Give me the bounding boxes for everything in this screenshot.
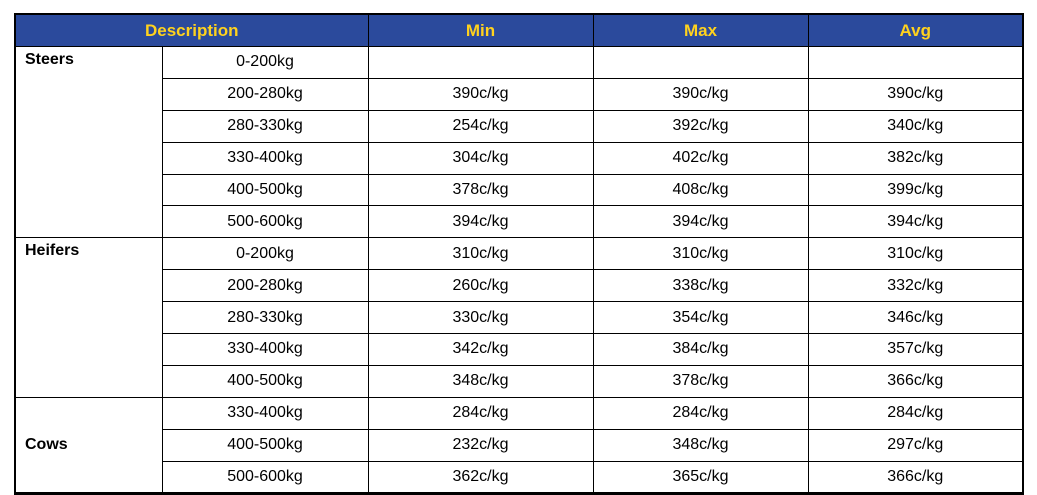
weight-cell: 200-280kg	[161, 269, 369, 303]
weight-cell: 330-400kg	[161, 396, 369, 430]
weight-cell: 330-400kg	[161, 333, 369, 366]
avg-cell: 357c/kg	[807, 333, 1024, 366]
weight-cell: 0-200kg	[161, 46, 369, 79]
max-cell: 338c/kg	[592, 269, 809, 303]
min-cell: 254c/kg	[367, 109, 594, 143]
category-cell-heifers: Heifers	[14, 237, 163, 398]
table-row: 400-500kg 378c/kg 408c/kg 399c/kg	[15, 173, 1024, 207]
avg-cell: 390c/kg	[807, 77, 1024, 111]
weight-cell: 0-200kg	[161, 237, 369, 271]
avg-cell: 346c/kg	[807, 301, 1024, 335]
max-cell: 384c/kg	[592, 333, 809, 366]
category-cell-cows: Cows	[14, 396, 163, 495]
weight-cell: 400-500kg	[161, 364, 369, 398]
min-cell: 310c/kg	[367, 237, 594, 271]
max-cell: 354c/kg	[592, 301, 809, 335]
table-row: 200-280kg 260c/kg 338c/kg 332c/kg	[15, 269, 1024, 303]
avg-cell: 366c/kg	[807, 364, 1024, 398]
avg-cell: 366c/kg	[807, 460, 1024, 495]
min-cell: 362c/kg	[367, 460, 594, 495]
table-body: Steers 0-200kg 200-280kg 390c/kg 390c/kg…	[14, 45, 1024, 495]
avg-cell: 399c/kg	[807, 173, 1024, 207]
max-cell: 365c/kg	[592, 460, 809, 495]
table-row: 400-500kg 348c/kg 378c/kg 366c/kg	[15, 364, 1024, 398]
weight-cell: 280-330kg	[161, 301, 369, 335]
min-cell: 390c/kg	[367, 77, 594, 111]
table-row: 200-280kg 390c/kg 390c/kg 390c/kg	[15, 77, 1024, 111]
min-cell: 284c/kg	[367, 396, 594, 430]
header-min: Min	[367, 13, 594, 47]
header-avg: Avg	[807, 13, 1024, 47]
max-cell: 402c/kg	[592, 141, 809, 175]
avg-cell: 297c/kg	[807, 428, 1024, 462]
max-cell: 394c/kg	[592, 205, 809, 239]
weight-cell: 200-280kg	[161, 77, 369, 111]
max-cell: 408c/kg	[592, 173, 809, 207]
table-row: 280-330kg 254c/kg 392c/kg 340c/kg	[15, 109, 1024, 143]
table-row: Steers 0-200kg	[14, 45, 1024, 239]
header-row: Description Min Max Avg	[14, 13, 1024, 47]
weight-cell: 500-600kg	[161, 460, 369, 495]
min-cell: 330c/kg	[367, 301, 594, 335]
avg-cell: 382c/kg	[807, 141, 1024, 175]
max-cell: 390c/kg	[592, 77, 809, 111]
table-row: 280-330kg 330c/kg 354c/kg 346c/kg	[15, 301, 1024, 335]
min-cell: 342c/kg	[367, 333, 594, 366]
max-cell: 348c/kg	[592, 428, 809, 462]
table-row: Cows 330-400kg 284c/kg 284c/kg 284c/kg	[14, 396, 1024, 495]
avg-cell: 284c/kg	[807, 396, 1024, 430]
avg-cell	[807, 46, 1024, 79]
min-cell: 304c/kg	[367, 141, 594, 175]
table-row: 330-400kg 342c/kg 384c/kg 357c/kg	[15, 333, 1024, 366]
table-header: Description Min Max Avg	[14, 13, 1024, 47]
max-cell: 284c/kg	[592, 396, 809, 430]
min-cell: 394c/kg	[367, 205, 594, 239]
weight-cell: 280-330kg	[161, 109, 369, 143]
min-cell: 232c/kg	[367, 428, 594, 462]
max-cell: 310c/kg	[592, 237, 809, 271]
min-cell: 378c/kg	[367, 173, 594, 207]
avg-cell: 310c/kg	[807, 237, 1024, 271]
weight-cell: 400-500kg	[161, 173, 369, 207]
max-cell: 378c/kg	[592, 364, 809, 398]
avg-cell: 340c/kg	[807, 109, 1024, 143]
livestock-price-table: Description Min Max Avg Steers 0-200kg 2…	[14, 13, 1024, 495]
min-cell: 260c/kg	[367, 269, 594, 303]
table-row: 500-600kg 394c/kg 394c/kg 394c/kg	[15, 205, 1024, 239]
header-description: Description	[14, 13, 369, 47]
livestock-price-table-container: Description Min Max Avg Steers 0-200kg 2…	[14, 13, 1024, 495]
table-row: Heifers 0-200kg 310c/kg 310c/kg 310c/kg	[14, 237, 1024, 398]
header-max: Max	[592, 13, 809, 47]
min-cell: 348c/kg	[367, 364, 594, 398]
table-row: 330-400kg 304c/kg 402c/kg 382c/kg	[15, 141, 1024, 175]
max-cell	[592, 46, 809, 79]
table-row: 500-600kg 362c/kg 365c/kg 366c/kg	[15, 460, 1024, 495]
category-cell-steers: Steers	[14, 45, 163, 239]
max-cell: 392c/kg	[592, 109, 809, 143]
table-row: 400-500kg 232c/kg 348c/kg 297c/kg	[15, 428, 1024, 462]
avg-cell: 394c/kg	[807, 205, 1024, 239]
min-cell	[367, 46, 594, 79]
weight-cell: 330-400kg	[161, 141, 369, 175]
weight-cell: 500-600kg	[161, 205, 369, 239]
weight-cell: 400-500kg	[161, 428, 369, 462]
avg-cell: 332c/kg	[807, 269, 1024, 303]
